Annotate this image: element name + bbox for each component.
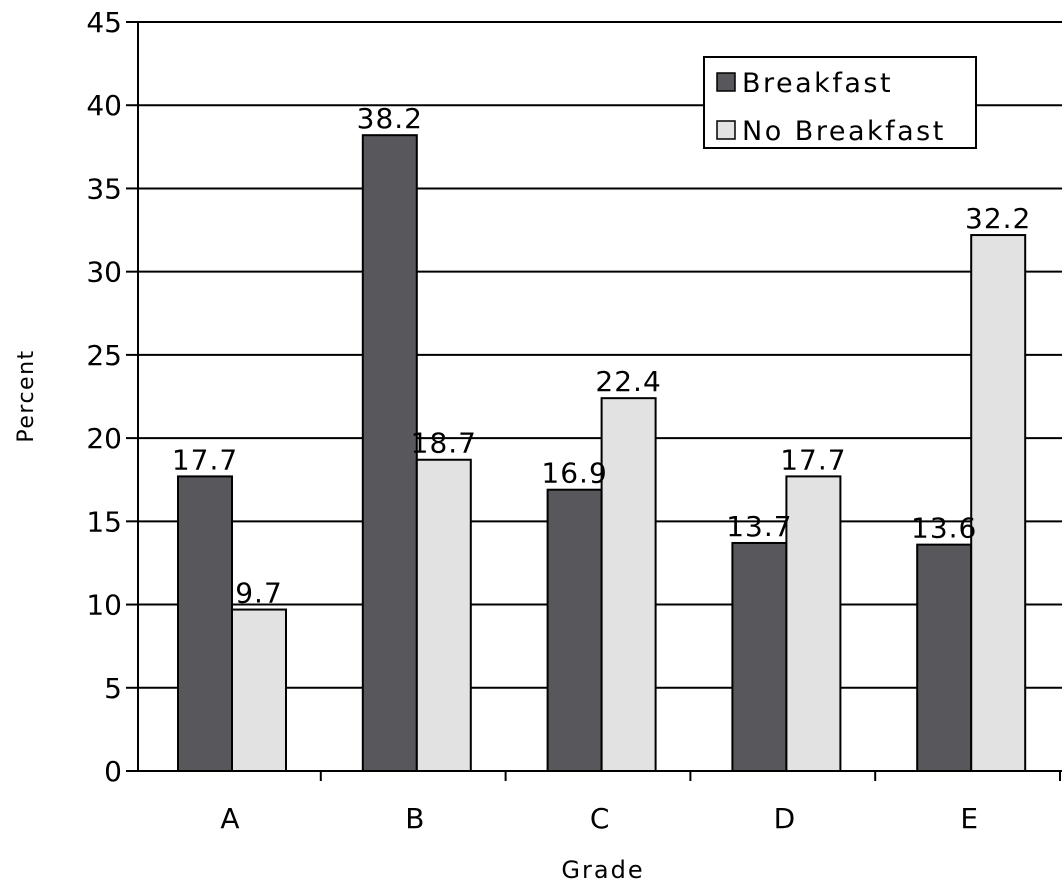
- bar-breakfast-c: [546, 488, 603, 772]
- y-tick-label: 35: [86, 172, 122, 205]
- y-tick-label: 5: [104, 672, 122, 705]
- gridlines: [138, 21, 1062, 689]
- x-axis-title: Grade: [561, 856, 644, 879]
- data-label: 13.7: [726, 510, 792, 543]
- y-tick-label: 40: [86, 89, 122, 122]
- bar-no-breakfast-e: [970, 234, 1027, 772]
- data-label: 9.7: [235, 577, 283, 610]
- data-label: 17.7: [172, 443, 238, 476]
- legend-swatch-no-breakfast: [716, 120, 736, 140]
- x-tick-label: C: [590, 802, 610, 835]
- data-label: 17.7: [780, 443, 846, 476]
- y-tick-label: 10: [86, 589, 122, 622]
- bar-breakfast-d: [731, 541, 788, 773]
- data-label: 38.2: [357, 102, 423, 135]
- bar-no-breakfast-b: [415, 458, 472, 772]
- bar-breakfast-a: [177, 475, 233, 772]
- data-labels: 17.7 38.2 16.9 13.7 13.6 9.7 18.7 22.4 17.7 32.2: [172, 102, 1031, 610]
- y-tick-label: 45: [86, 6, 122, 39]
- y-tick-label: 0: [104, 755, 122, 788]
- x-tick-label: B: [405, 802, 424, 835]
- data-label: 18.7: [411, 427, 477, 460]
- y-tick-label: 20: [86, 422, 122, 455]
- bar-no-breakfast-a: [231, 608, 287, 772]
- data-label: 13.6: [911, 512, 977, 545]
- legend-label-breakfast: Breakfast: [742, 68, 893, 99]
- bar-breakfast-e: [916, 543, 973, 772]
- legend-label-no-breakfast: No Breakfast: [742, 116, 946, 147]
- data-label: 16.9: [541, 457, 607, 490]
- bars: [177, 134, 1027, 773]
- legend: Breakfast No Breakfast: [703, 56, 977, 149]
- x-tick-label: A: [220, 802, 239, 835]
- bar-no-breakfast-d: [785, 475, 842, 772]
- data-label: 32.2: [965, 202, 1031, 235]
- legend-swatch-breakfast: [716, 72, 736, 92]
- x-tick-label: D: [774, 802, 796, 835]
- legend-box: [703, 56, 977, 149]
- bar-breakfast-b: [361, 134, 418, 772]
- x-tick-label: E: [960, 802, 978, 835]
- bar-no-breakfast-c: [600, 397, 657, 772]
- axes: 0 5 10 15 20 25 30 35 40 45 A B C D E: [86, 6, 1062, 835]
- data-label: 22.4: [595, 365, 661, 398]
- y-tick-label: 15: [86, 505, 122, 538]
- y-tick-label: 25: [86, 339, 122, 372]
- y-tick-label: 30: [86, 256, 122, 289]
- y-axis-title: Percent: [14, 349, 39, 442]
